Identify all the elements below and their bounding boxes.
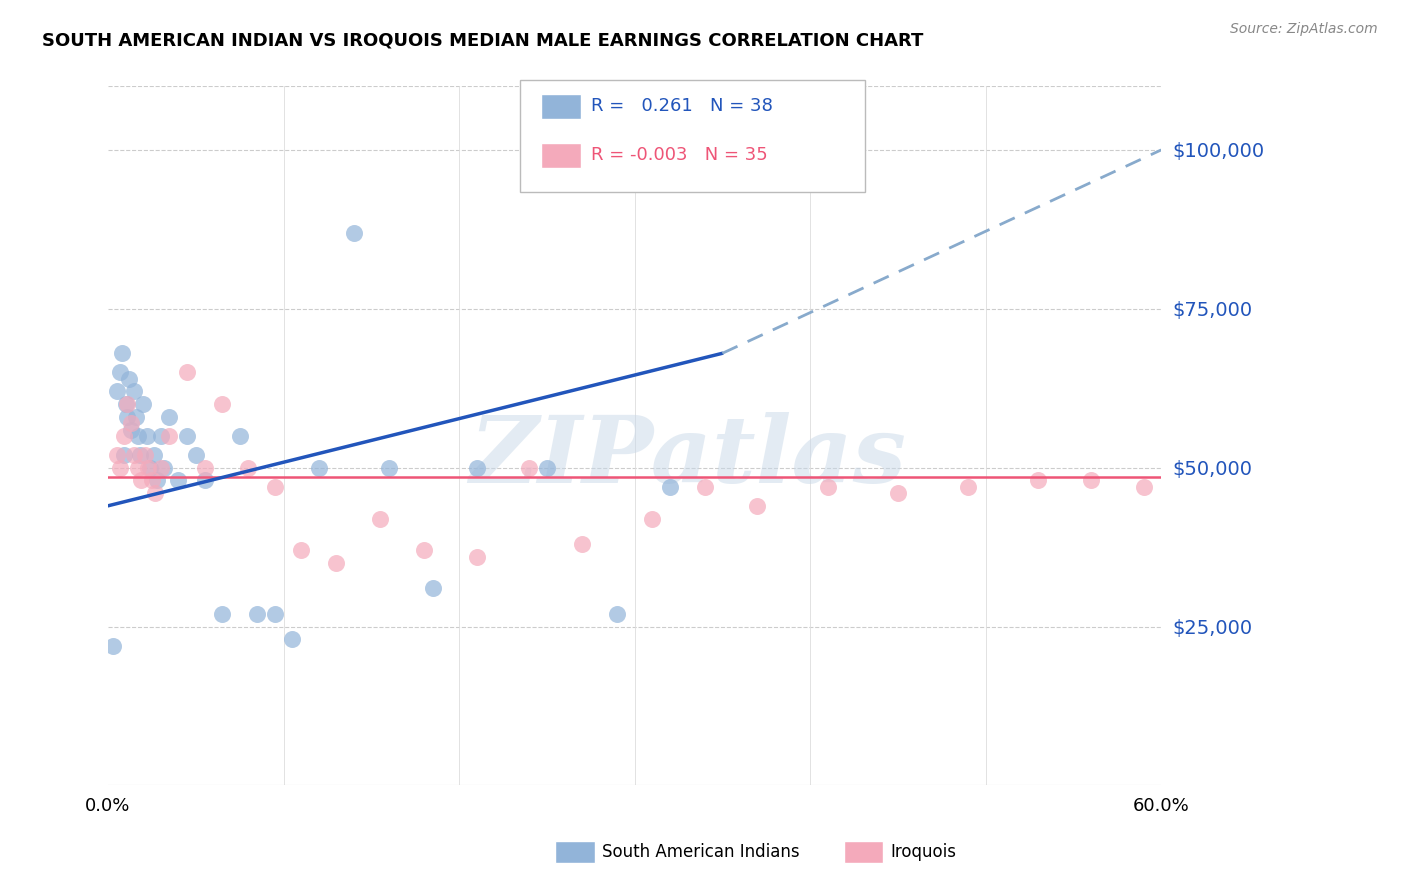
Text: ZIPatlas: ZIPatlas xyxy=(468,412,905,502)
Point xyxy=(134,448,156,462)
Point xyxy=(127,429,149,443)
Point xyxy=(263,480,285,494)
Point xyxy=(290,543,312,558)
Point xyxy=(238,460,260,475)
Point xyxy=(193,460,215,475)
Point xyxy=(141,474,163,488)
Point xyxy=(153,460,176,475)
Text: R =   0.261   N = 38: R = 0.261 N = 38 xyxy=(591,97,772,115)
Point xyxy=(103,639,125,653)
Point xyxy=(127,460,149,475)
Point xyxy=(378,460,401,475)
Point xyxy=(211,607,233,621)
Text: Source: ZipAtlas.com: Source: ZipAtlas.com xyxy=(1230,22,1378,37)
Point xyxy=(120,416,142,430)
Point xyxy=(112,429,135,443)
Point xyxy=(105,448,128,462)
Point xyxy=(465,549,488,564)
Point xyxy=(110,460,132,475)
Point xyxy=(125,409,148,424)
Point xyxy=(167,474,190,488)
Point xyxy=(145,486,167,500)
Text: Iroquois: Iroquois xyxy=(890,843,956,861)
Point xyxy=(146,474,169,488)
Point xyxy=(112,448,135,462)
Point xyxy=(111,346,134,360)
Point xyxy=(118,372,141,386)
Text: SOUTH AMERICAN INDIAN VS IROQUOIS MEDIAN MALE EARNINGS CORRELATION CHART: SOUTH AMERICAN INDIAN VS IROQUOIS MEDIAN… xyxy=(42,31,924,49)
Point xyxy=(422,582,444,596)
Text: R = -0.003   N = 35: R = -0.003 N = 35 xyxy=(591,146,768,164)
Point xyxy=(1080,474,1102,488)
Point xyxy=(131,474,153,488)
Point xyxy=(132,397,155,411)
Point xyxy=(1028,474,1050,488)
Point xyxy=(114,397,136,411)
Point xyxy=(149,460,172,475)
Point xyxy=(571,537,593,551)
Point xyxy=(517,460,540,475)
Point xyxy=(693,480,716,494)
Point xyxy=(536,460,558,475)
Point xyxy=(149,429,172,443)
Point xyxy=(193,474,215,488)
Point xyxy=(747,499,769,513)
Point xyxy=(176,365,198,379)
Point xyxy=(138,460,160,475)
Point xyxy=(159,409,181,424)
Point xyxy=(658,480,681,494)
Point xyxy=(887,486,910,500)
Point xyxy=(325,556,347,570)
Text: South American Indians: South American Indians xyxy=(602,843,800,861)
Point xyxy=(465,460,488,475)
Point xyxy=(124,384,146,399)
Point xyxy=(1132,480,1154,494)
Point xyxy=(184,448,207,462)
Point xyxy=(343,226,366,240)
Point xyxy=(228,429,250,443)
Point xyxy=(211,397,233,411)
Point xyxy=(263,607,285,621)
Point xyxy=(606,607,628,621)
Point xyxy=(817,480,839,494)
Point xyxy=(641,511,664,525)
Point xyxy=(139,460,162,475)
Point xyxy=(159,429,181,443)
Point xyxy=(957,480,980,494)
Point xyxy=(117,409,139,424)
Point xyxy=(176,429,198,443)
Point xyxy=(117,397,139,411)
Point xyxy=(128,448,150,462)
Point xyxy=(120,423,142,437)
Point xyxy=(413,543,436,558)
Point xyxy=(110,365,132,379)
Point xyxy=(281,632,304,647)
Point xyxy=(135,429,157,443)
Point xyxy=(246,607,269,621)
Point xyxy=(368,511,391,525)
Point xyxy=(124,448,146,462)
Point xyxy=(308,460,330,475)
Point xyxy=(142,448,165,462)
Point xyxy=(105,384,128,399)
